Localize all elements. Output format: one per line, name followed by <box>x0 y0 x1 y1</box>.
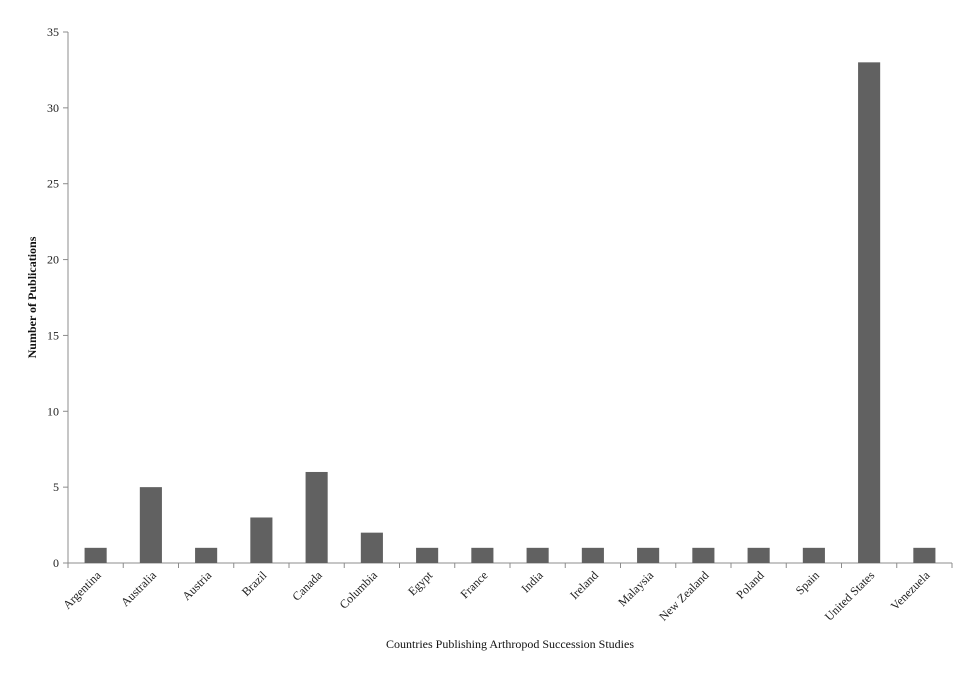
y-tick-label: 5 <box>53 480 59 494</box>
x-tick-label: Poland <box>733 568 766 601</box>
bar-venezuela <box>913 547 936 563</box>
bar-india <box>526 547 549 563</box>
bar-columbia <box>360 532 383 563</box>
bar-new-zealand <box>692 547 715 563</box>
bar-brazil <box>250 517 273 563</box>
y-tick-label: 15 <box>47 328 59 342</box>
x-tick-label: Malaysia <box>615 568 656 609</box>
bar-ireland <box>581 547 604 563</box>
bar-united-states <box>858 62 881 563</box>
y-tick-label: 10 <box>47 404 59 418</box>
bar-austria <box>195 547 218 563</box>
x-tick-label: Austria <box>179 568 214 603</box>
bar-poland <box>747 547 770 563</box>
x-tick-label: India <box>518 568 546 596</box>
x-tick-label: New Zealand <box>656 568 711 623</box>
y-tick-label: 35 <box>47 25 59 39</box>
bar-france <box>471 547 494 563</box>
y-axis-title: Number of Publications <box>25 236 39 358</box>
x-axis-title: Countries Publishing Arthropod Successio… <box>386 637 634 651</box>
bar-malaysia <box>637 547 660 563</box>
y-tick-label: 20 <box>47 253 59 267</box>
bar-argentina <box>84 547 107 563</box>
x-tick-label: Ireland <box>567 568 601 602</box>
bar-australia <box>139 487 162 563</box>
y-tick-label: 25 <box>47 177 59 191</box>
x-tick-label: Spain <box>793 568 822 597</box>
x-tick-label: United States <box>822 568 878 624</box>
y-tick-label: 30 <box>47 101 59 115</box>
x-tick-label: Columbia <box>337 568 381 612</box>
x-tick-label: France <box>458 568 491 601</box>
bar-spain <box>802 547 825 563</box>
x-tick-label: Canada <box>289 568 325 604</box>
x-tick-label: Argentina <box>60 568 104 612</box>
x-tick-label: Australia <box>118 568 159 609</box>
x-tick-label: Venezuela <box>888 568 933 613</box>
y-tick-label: 0 <box>53 556 59 570</box>
x-tick-label: Brazil <box>239 568 270 599</box>
x-tick-label: Egypt <box>405 568 436 599</box>
bar-egypt <box>416 547 439 563</box>
bar-canada <box>305 471 328 563</box>
